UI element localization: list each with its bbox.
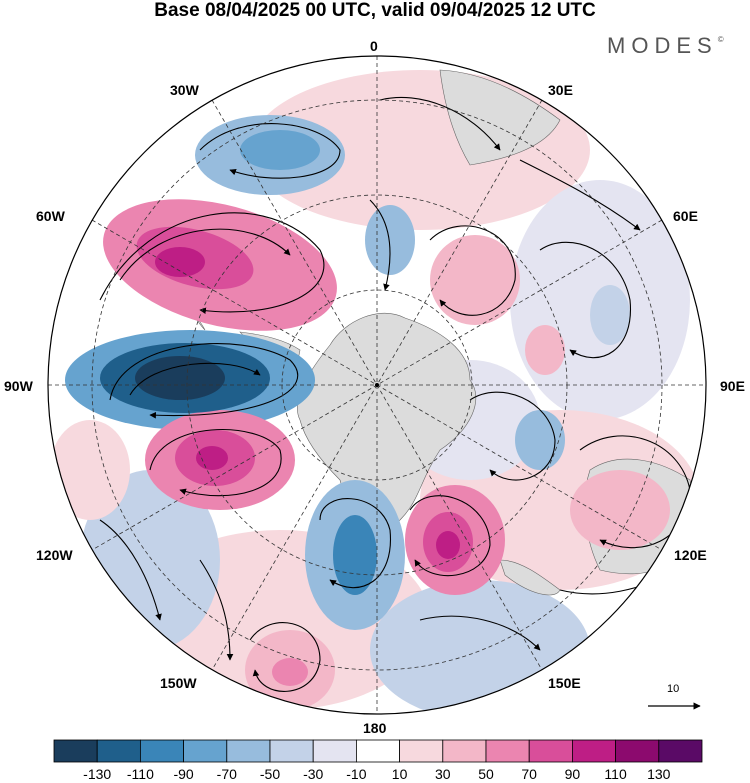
colorbar-swatch xyxy=(442,739,487,763)
colorbar-tick-label: 70 xyxy=(521,766,537,782)
lon-label-150w: 150W xyxy=(160,675,197,691)
lon-label-30e: 30E xyxy=(548,82,573,98)
colorbar-tick-label: -70 xyxy=(216,766,237,782)
colorbar-tick-label: -130 xyxy=(83,766,112,782)
reference-vector-label: 10 xyxy=(667,683,680,695)
colorbar-swatch xyxy=(269,739,314,763)
colorbar-tick-label: 10 xyxy=(391,766,408,782)
colorbar-swatch xyxy=(53,739,98,763)
colorbar-swatch xyxy=(658,739,703,763)
streamlines xyxy=(99,96,691,692)
colorbar-tick-label: -50 xyxy=(259,766,281,782)
colorbar-tick-label: 130 xyxy=(647,766,671,782)
colorbar-swatch xyxy=(572,739,617,763)
colorbar-tick-label: -90 xyxy=(173,766,194,782)
colorbar xyxy=(53,739,703,763)
colorbar-swatch xyxy=(183,739,228,763)
lon-label-0: 0 xyxy=(370,38,378,54)
lon-label-60w: 60W xyxy=(36,208,65,224)
colorbar-swatch xyxy=(355,739,400,763)
colorbar-tick-label: -110 xyxy=(126,766,154,782)
brand-logo: MODES© xyxy=(607,33,724,58)
colorbar-tick-label: -30 xyxy=(303,766,324,782)
new-zealand xyxy=(499,559,561,596)
colorbar-swatch xyxy=(485,739,530,763)
colorbar-tick-label: 50 xyxy=(478,766,494,782)
colorbar-tick-label: 30 xyxy=(435,766,451,782)
colorbar-tick-label: -10 xyxy=(346,766,367,782)
lon-label-90w: 90W xyxy=(4,378,33,394)
colorbar-tick-label: 90 xyxy=(564,766,581,782)
lon-label-90e: 90E xyxy=(720,378,745,394)
colorbar-swatch xyxy=(312,739,357,763)
lon-label-60e: 60E xyxy=(673,208,698,224)
plot-title: Base 08/04/2025 00 UTC, valid 09/04/2025… xyxy=(154,0,596,21)
colorbar-swatch xyxy=(226,739,271,763)
south-pole-marker xyxy=(375,383,379,387)
lon-label-30w: 30W xyxy=(170,82,199,98)
colorbar-tick-label: 110 xyxy=(604,766,627,782)
africa xyxy=(439,69,561,166)
colorbar-swatch xyxy=(139,739,184,763)
colorbar-swatch xyxy=(399,739,444,763)
lon-label-120e: 120E xyxy=(674,547,707,563)
colorbar-swatch xyxy=(528,739,573,763)
colorbar-swatch xyxy=(96,739,141,763)
map-border xyxy=(47,55,707,715)
lon-label-150e: 150E xyxy=(548,675,581,691)
colorbar-swatch xyxy=(615,739,660,763)
lon-label-180: 180 xyxy=(363,720,387,736)
lon-label-120w: 120W xyxy=(36,547,73,563)
